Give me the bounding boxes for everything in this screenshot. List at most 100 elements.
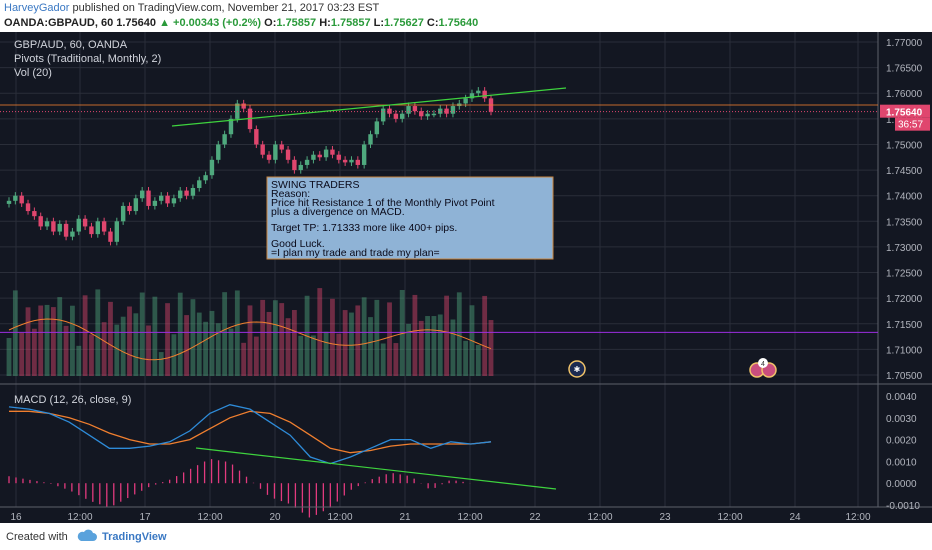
candle-body	[184, 190, 189, 196]
volume-bar	[139, 292, 145, 376]
volume-bar	[76, 345, 82, 376]
candle-body	[178, 190, 183, 199]
volume-bar	[222, 292, 228, 376]
candle-body	[292, 159, 297, 171]
volume-bar	[488, 320, 494, 376]
time-axis-label: 17	[139, 512, 151, 523]
time-axis-label: 22	[529, 512, 541, 523]
candle-body	[323, 149, 329, 158]
chart-background	[0, 32, 932, 523]
legend-macd: MACD (12, 26, close, 9)	[14, 394, 131, 406]
ohlc-open-key: O:	[264, 17, 277, 29]
volume-bar	[44, 304, 50, 376]
volume-bar	[82, 295, 88, 376]
candle-body	[298, 164, 303, 171]
event-flag-multi[interactable]: 4	[749, 358, 777, 378]
volume-bar	[437, 314, 443, 376]
candle-body	[336, 154, 341, 160]
volume-bar	[355, 305, 361, 376]
candle-body	[32, 211, 37, 217]
volume-bar	[272, 300, 278, 376]
candle-body	[349, 159, 354, 163]
symbol-line: OANDA:GBPAUD, 60 1.75640 ▲ +0.00343 (+0.…	[4, 17, 478, 29]
candle-body	[95, 221, 100, 235]
price-axis-label: 1.73500	[886, 217, 923, 228]
volume-bar	[19, 332, 25, 376]
candle-body	[273, 144, 278, 160]
time-axis-label: 24	[789, 512, 801, 523]
candle-body	[44, 221, 50, 227]
candle-body	[152, 200, 158, 206]
volume-bar	[177, 292, 183, 376]
candle-body	[139, 190, 145, 199]
candle-body	[393, 113, 399, 119]
volume-bar	[425, 316, 430, 376]
ohlc-low-value: 1.75627	[384, 17, 424, 29]
candle-body	[63, 223, 69, 237]
candle-body	[304, 159, 310, 165]
candle-body	[355, 159, 361, 165]
volume-bar	[311, 335, 316, 376]
ohlc-open-value: 1.75857	[276, 17, 317, 29]
candle-body	[209, 159, 215, 176]
author-link[interactable]: HarveyGador	[4, 2, 70, 14]
volume-bar	[368, 317, 373, 376]
volume-bar	[6, 338, 12, 376]
volume-bar	[291, 310, 297, 376]
legend-volume: Vol (20)	[14, 67, 52, 79]
volume-bar	[475, 345, 481, 376]
candle-body	[342, 159, 348, 163]
annotation-box[interactable]: SWING TRADERS Reason: Price hit Resistan…	[266, 176, 554, 260]
annotation-line-1: SWING TRADERS	[271, 179, 359, 191]
ohlc-high-value: 1.75857	[330, 17, 371, 29]
time-axis-label: 12:00	[67, 512, 92, 523]
volume-bar	[463, 340, 469, 376]
volume-bar	[158, 352, 164, 376]
volume-bar	[387, 302, 392, 376]
price-axis-label: 1.75000	[886, 140, 923, 151]
volume-bar	[374, 299, 380, 376]
candle-body	[311, 154, 316, 160]
volume-bar	[260, 299, 266, 376]
macd-axis-label: 0.0020	[886, 436, 917, 447]
candle-body	[361, 144, 367, 165]
time-axis-label: 23	[659, 512, 671, 523]
macd-trendline	[195, 447, 557, 490]
price-axis-label: 1.76500	[886, 64, 923, 75]
volume-bar	[342, 310, 348, 376]
volume-bar	[450, 319, 456, 376]
candle-body	[374, 121, 380, 135]
macd-signal-line	[9, 410, 492, 454]
volume-bar	[406, 323, 411, 376]
volume-bar	[241, 342, 247, 376]
volume-bar	[31, 328, 37, 376]
candle-body	[450, 106, 456, 114]
volume-bar	[336, 333, 342, 376]
candle-body	[254, 129, 259, 145]
volume-bar	[444, 295, 450, 376]
volume-bar	[418, 320, 424, 376]
tradingview-brand-link[interactable]: TradingView	[102, 531, 167, 543]
annotation-line-3: Price hit Resistance 1 of the Monthly Pi…	[271, 197, 495, 209]
macd-axis-label: -0.0010	[886, 501, 920, 512]
time-axis-label: 20	[269, 512, 281, 523]
volume-bar	[196, 312, 202, 376]
volume-bar	[431, 316, 437, 376]
candle-body	[159, 195, 164, 201]
candle-body	[165, 195, 170, 204]
event-flag-au[interactable]: ✱	[568, 360, 586, 378]
price-chart[interactable]: 16 12:00 17 12:00 20 12:00 21 12:00 22 12:00 23 12:…	[0, 32, 932, 523]
candle-body	[380, 108, 386, 122]
volume-bar	[215, 323, 221, 376]
volume-bar	[247, 305, 253, 376]
price-axis-label: 1.73000	[886, 243, 923, 254]
candle-body	[431, 113, 437, 116]
volume-bar	[361, 297, 367, 376]
candle-body	[235, 103, 240, 119]
candle-body	[469, 93, 475, 99]
candle-body	[190, 188, 196, 196]
volume-bar	[266, 311, 272, 376]
symbol-price: OANDA:GBPAUD, 60 1.75640	[4, 17, 157, 29]
candle-body	[330, 149, 335, 155]
time-axis-label: 21	[399, 512, 411, 523]
